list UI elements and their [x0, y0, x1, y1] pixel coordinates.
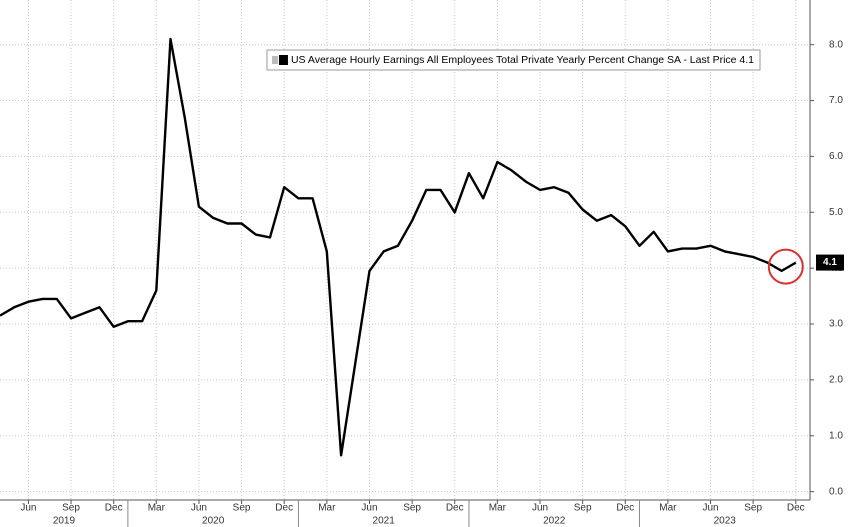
last-price-label: 4.1 [823, 257, 837, 268]
legend: US Average Hourly Earnings All Employees… [266, 49, 761, 71]
x-tick-label: Mar [659, 503, 677, 514]
x-tick-label: Dec [787, 503, 805, 514]
x-tick-label: Sep [62, 503, 80, 514]
legend-swatch-gray [271, 56, 278, 64]
year-label: 2021 [373, 516, 396, 527]
x-tick-label: Jun [20, 503, 36, 514]
x-tick-label: Sep [574, 503, 592, 514]
year-label: 2019 [53, 516, 76, 527]
y-tick-label: 8.0 [829, 39, 843, 50]
x-tick-label: Jun [191, 503, 207, 514]
x-tick-label: Mar [148, 503, 166, 514]
legend-box [266, 49, 761, 71]
year-label: 2023 [714, 516, 737, 527]
x-tick-label: Mar [318, 503, 336, 514]
y-tick-label: 5.0 [829, 207, 843, 218]
year-label: 2020 [202, 516, 225, 527]
x-tick-label: Sep [233, 503, 251, 514]
y-tick-label: 0.0 [829, 486, 843, 497]
x-tick-label: Jun [702, 503, 718, 514]
y-tick-label: 2.0 [829, 375, 843, 386]
x-tick-label: Jun [361, 503, 377, 514]
x-tick-label: Dec [446, 503, 464, 514]
y-tick-label: 7.0 [829, 95, 843, 106]
y-tick-label: 3.0 [829, 319, 843, 330]
x-tick-label: Sep [403, 503, 421, 514]
year-label: 2022 [543, 516, 566, 527]
x-tick-label: Dec [275, 503, 293, 514]
x-tick-label: Dec [616, 503, 634, 514]
y-tick-label: 1.0 [829, 430, 843, 441]
x-tick-label: Jun [532, 503, 548, 514]
legend-swatch [278, 55, 288, 65]
y-tick-label: 6.0 [829, 151, 843, 162]
x-tick-label: Mar [489, 503, 507, 514]
series-line [0, 37, 797, 457]
x-tick-label: Dec [105, 503, 123, 514]
x-tick-label: Sep [744, 503, 762, 514]
legend-label: US Average Hourly Earnings All Employees… [291, 54, 754, 66]
last-price-box [816, 254, 844, 271]
highlight-circle [767, 248, 804, 285]
